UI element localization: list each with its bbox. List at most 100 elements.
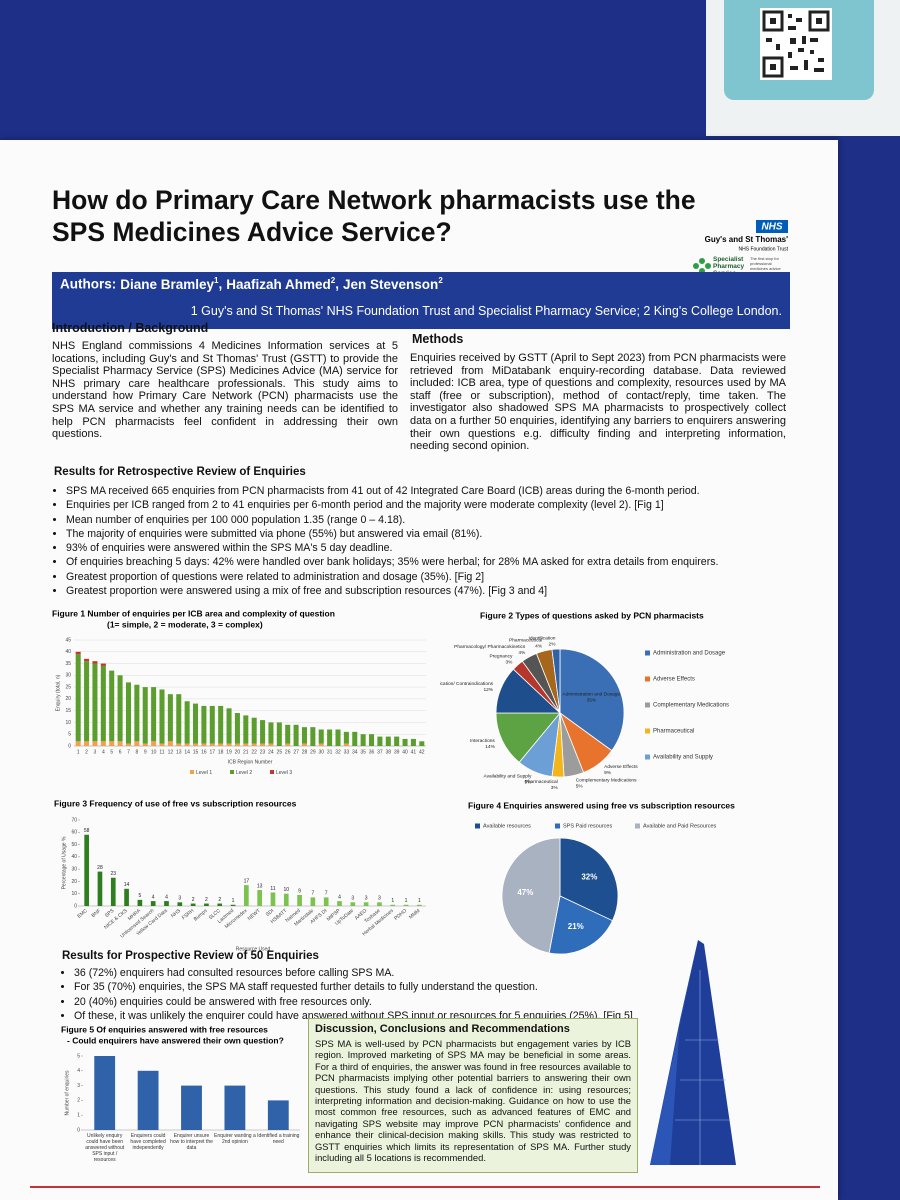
legend-swatch [645,650,650,656]
x-tick-label: 21 [243,749,249,755]
bar [124,888,129,906]
y-tick-label: 50 [71,842,77,848]
bar [337,901,342,906]
x-tick-label: 12 [168,749,174,755]
bar-segment [343,731,349,744]
bar-segment [209,743,215,746]
slice-label: 35% [587,697,597,703]
slice-name: Pharmaceutical [525,779,558,785]
x-tick-label: 4 [102,749,105,755]
bullet: Enquiries per ICB ranged from 2 to 41 en… [66,498,826,512]
x-tick-label: 35 [360,749,366,755]
nhs-text: NHS [761,222,782,233]
bar [181,1085,202,1130]
legend-label: Level 1 [196,770,212,776]
y-tick-label: 15 [65,708,71,714]
bar-segment [260,743,266,746]
x-tick-label: 30 [318,749,324,755]
x-tick-label: 7 [127,749,130,755]
x-tick-label: SPS [104,908,116,919]
figure-1: Figure 1 Number of enquiries per ICB are… [52,608,426,776]
x-tick-label: 18 [218,749,224,755]
x-tick-label: 37 [377,749,383,755]
bullet: The majority of enquiries were submitted… [66,527,826,541]
bar-segment [226,743,232,746]
value-label: 7 [311,891,314,897]
value-label: 1 [232,898,235,904]
x-tick-label: 25 [277,749,283,755]
legend-label: Administration and Dosage [653,651,726,657]
bar [150,901,156,906]
value-label: 3 [351,896,354,902]
y-tick-label: 60 [71,830,77,836]
figure-title: Figure 2 Types of questions asked by PCN… [480,610,704,620]
authors-line: Authors: Diane Bramley1, Haafizah Ahmed2, J… [60,276,782,292]
x-tick-label: MMM [408,908,421,921]
separator: , [335,276,340,292]
legend-label: Available and Paid Resources [643,823,717,829]
x-tick-label: 34 [352,749,358,755]
bullet: Mean number of enquiries per 100 000 pop… [66,513,826,527]
x-tick-label: Identified a training need [257,1133,300,1145]
x-tick-label: BNF [91,908,103,919]
bar [377,902,382,906]
bullet: Of enquiries breaching 5 days: 42% were … [66,555,826,569]
x-tick-label: NEWT [247,908,262,922]
footer-rule [30,1186,820,1188]
bar [363,902,369,906]
slice-label: 14% [485,744,495,750]
bar-segment [293,724,299,746]
trust-name: Guy's and St Thomas' [705,235,788,244]
bullet: For 35 (70%) enquiries, the SPS MA staff… [74,980,814,994]
figure-title: Figure 3 Frequency of use of free vs sub… [54,798,297,808]
x-tick-label: 11 [159,749,164,755]
legend-label: Availability and Supply [653,755,713,761]
value-label: 13 [257,883,263,889]
value-label: 10 [283,887,289,893]
bar [350,902,356,906]
bar-segment [142,687,148,744]
y-tick-label: 3 [77,1083,80,1089]
x-tick-label: Enquirer unsure how to interpret the dat… [170,1133,213,1151]
legend-label: SPS Paid resources [563,823,612,829]
bar-segment [226,708,232,744]
value-label: 7 [325,891,328,897]
bar [257,890,262,906]
bar [323,897,329,906]
slice-label: 9% [604,770,612,776]
bullet: Greatest proportion were answered using … [66,584,826,598]
bar [84,834,89,906]
x-tick-label: 8 [135,749,138,755]
x-tick-box: Unlikely enquiry could have been answere… [85,1133,125,1163]
x-tick-label: 1 [77,749,80,755]
value-label: 1 [391,898,394,904]
x-tick-label: 39 [394,749,400,755]
x-tick-label: 40 [402,749,408,755]
slice-label: 9% [524,779,532,785]
x-tick-label: PDHO [393,908,408,922]
slice-name: Administration and Dosage [563,691,621,697]
bar-segment [75,654,81,742]
bar-segment [276,722,282,746]
x-tick-label: Unlikely enquiry could have been answere… [85,1133,125,1163]
value-label: 4 [338,894,341,900]
x-tick-label: 15 [193,749,199,755]
author-name: Jen Stevenson [343,276,439,292]
value-label: 28 [97,865,103,871]
value-label: 3 [365,896,368,902]
bullet: 36 (72%) enquirers had consulted resourc… [74,966,814,980]
bar-segment [84,658,90,662]
slice-name: Complementary Medications [576,778,637,784]
figure-subtitle: (1= simple, 2 = moderate, 3 = complex) [107,619,263,629]
x-tick-label: 31 [327,749,333,755]
bar [267,1100,289,1130]
bar-segment [234,713,240,744]
x-tick-label: 27 [293,749,299,755]
x-tick-box: Enquirer wanting a 2nd opinion [214,1133,256,1145]
bar-segment [352,731,358,746]
x-tick-label: 41 [411,749,417,755]
legend-swatch [475,823,480,829]
discussion-box: Discussion, Conclusions and Recommendati… [308,1018,638,1173]
results-list: SPS MA received 665 enquiries from PCN p… [52,484,826,598]
bar-segment [184,743,190,746]
